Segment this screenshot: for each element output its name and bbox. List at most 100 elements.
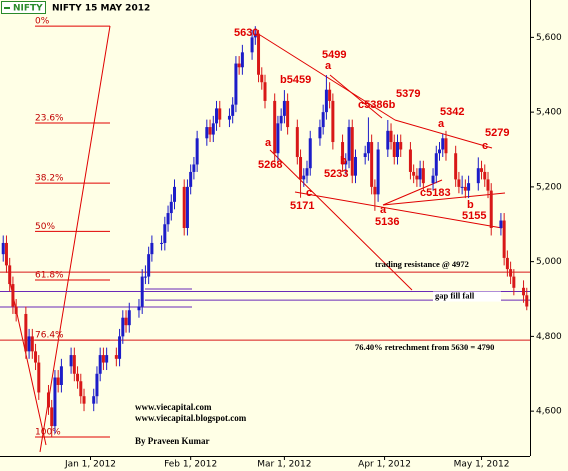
fib-label: 38.2% (35, 174, 64, 184)
y-tick-label: 4,800 (536, 332, 562, 342)
wave-label: b (467, 199, 474, 211)
y-tick-label: 5,600 (536, 33, 562, 43)
candle-body (273, 100, 277, 154)
candle-body (143, 276, 147, 278)
candle-body (302, 175, 306, 180)
candle-body (454, 153, 458, 180)
candle-body (279, 115, 283, 124)
candle-body (366, 142, 370, 154)
candle-body (392, 142, 396, 157)
wave-label: a (325, 60, 332, 72)
candle-body (460, 186, 464, 188)
candle-body (376, 149, 380, 195)
wave-label: 5379 (396, 88, 420, 100)
candle-body (324, 89, 328, 113)
wave-label: 5233 (324, 168, 348, 180)
wave-label: c (306, 187, 312, 199)
candle-body (34, 351, 38, 363)
x-tick-label: Jan 1, 2012 (64, 460, 116, 470)
wave-label: 5155 (462, 210, 486, 222)
trend-line (269, 149, 413, 291)
candle-body (192, 164, 196, 172)
candle-body (344, 160, 348, 165)
x-tick-label: Mar 1, 2012 (257, 460, 311, 470)
trend-line (394, 119, 493, 149)
fib-label: 50% (35, 222, 55, 232)
candle-body (396, 142, 399, 157)
candle-body (11, 284, 15, 307)
level-label: 76.40% retrechment from 5630 = 4790 (355, 342, 494, 352)
fib-label: 23.6% (35, 113, 64, 123)
symbol-box (1, 1, 46, 14)
candle-body (250, 37, 254, 53)
candle-body (137, 306, 141, 311)
candle-body (408, 149, 412, 172)
candle-body (386, 130, 390, 150)
trend-line (39, 25, 111, 453)
candle-body (69, 355, 73, 367)
candle-body (253, 33, 257, 38)
candle-body (476, 168, 480, 184)
fib-label: 100% (35, 427, 61, 437)
candle-body (421, 168, 425, 184)
candle-body (431, 175, 435, 184)
candle-body (166, 213, 170, 225)
candle-body (373, 186, 377, 195)
candle-body (328, 89, 332, 101)
candle-body (208, 127, 212, 135)
candle-body (227, 115, 231, 120)
watermark: By Praveen Kumar (135, 436, 210, 446)
candle-body (231, 104, 235, 116)
candle-body (160, 242, 164, 244)
wave-label: a (438, 118, 445, 130)
x-tick-label: Apr 1, 2012 (358, 460, 411, 470)
y-tick-label: 4,600 (536, 407, 562, 417)
candle-body (489, 190, 493, 228)
candle-body (418, 168, 422, 180)
candle-body (263, 82, 267, 101)
wave-label: b5459 (280, 74, 311, 86)
fib-label: 61.8% (35, 270, 64, 280)
wave-label: c (482, 140, 488, 152)
candle-body (467, 183, 471, 191)
candle-body (147, 254, 151, 277)
candle-body (331, 100, 335, 143)
candle-body (341, 142, 345, 165)
trend-line (294, 191, 503, 229)
candle-body (121, 317, 125, 337)
candle-body (195, 138, 199, 165)
candle-body (483, 171, 487, 180)
candle-body (56, 377, 60, 385)
candle-body (218, 108, 222, 120)
candle-body (37, 362, 41, 393)
candle-body (438, 149, 442, 154)
candle-body (415, 175, 419, 180)
candle-body (257, 33, 261, 75)
candle-body (46, 392, 50, 408)
candle-body (72, 355, 76, 374)
candle-body (434, 153, 438, 176)
wave-label: c5183 (420, 187, 451, 199)
candle-body (140, 276, 144, 307)
candle-body (502, 220, 506, 258)
y-tick-label: 5,200 (536, 182, 562, 192)
candle-body (124, 317, 128, 326)
wave-label: 5342 (440, 106, 464, 118)
candle-body (318, 127, 322, 139)
candle-body (499, 220, 503, 228)
candles (1, 26, 529, 437)
candle-body (211, 123, 215, 135)
candle-body (59, 366, 63, 385)
candle-body (412, 171, 416, 176)
candle-body (79, 381, 83, 397)
candle-body (276, 123, 280, 154)
candle-body (240, 52, 244, 68)
candle-body (363, 153, 367, 157)
candle-body (1, 242, 5, 255)
wave-label: 5499 (322, 49, 346, 61)
candle-body (512, 276, 516, 288)
candle-body (389, 130, 393, 143)
candle-body (486, 179, 490, 191)
candle-body (399, 142, 403, 150)
